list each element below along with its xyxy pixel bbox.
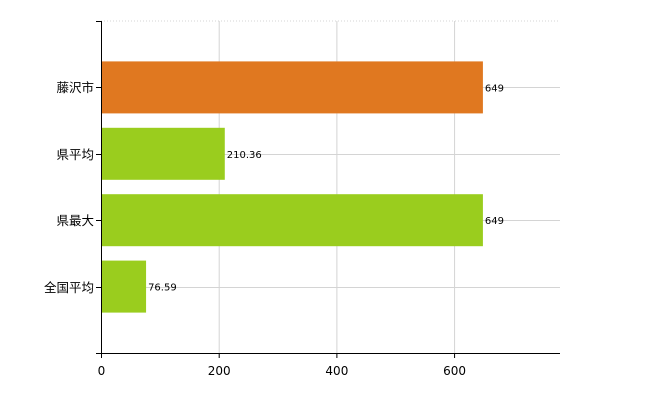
category-label: 県最大	[56, 213, 94, 228]
bar	[101, 127, 225, 180]
data-label: 210.36	[227, 150, 262, 161]
x-tick-label: 600	[443, 364, 466, 378]
x-tick-label: 400	[325, 364, 348, 378]
bar	[101, 260, 147, 313]
data-label: 76.59	[148, 283, 177, 294]
category-label: 全国平均	[44, 280, 94, 295]
category-label: 県平均	[56, 147, 94, 162]
x-tick-label: 0	[98, 364, 106, 378]
data-label: 649	[485, 216, 504, 227]
axes	[96, 21, 560, 358]
x-tick-label: 200	[208, 364, 231, 378]
bars	[101, 61, 483, 313]
data-label: 649	[485, 83, 504, 94]
category-label: 藤沢市	[56, 80, 94, 95]
bar	[101, 61, 483, 114]
bar	[101, 194, 483, 247]
